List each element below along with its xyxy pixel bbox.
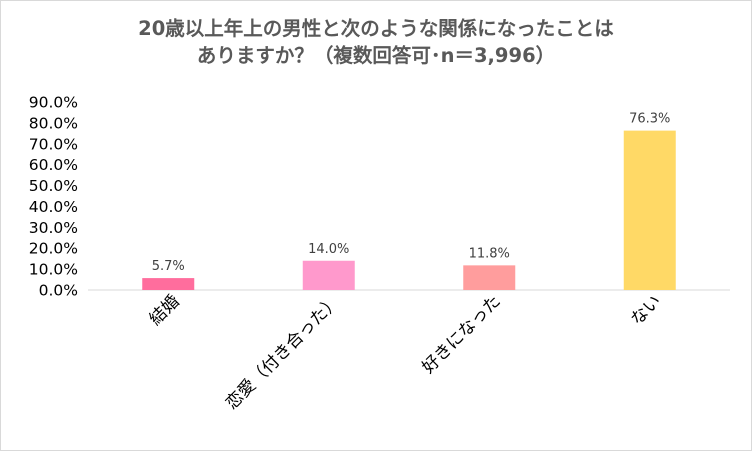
- data-label: 14.0%: [308, 242, 349, 257]
- x-tick-label: ない: [627, 291, 665, 329]
- x-tick-label: 結婚: [146, 291, 184, 329]
- y-tick-label: 60.0%: [29, 156, 78, 174]
- chart-title-line-2: ありますか？（複数回答可･n＝3,996）: [196, 44, 556, 67]
- data-label: 5.7%: [152, 259, 185, 274]
- chart-title-line-1: 20歳以上年上の男性と次のような関係になったことは: [138, 17, 614, 40]
- y-tick-label: 10.0%: [29, 261, 78, 279]
- bar: [142, 278, 195, 290]
- y-tick-label: 0.0%: [39, 282, 78, 300]
- y-tick-label: 30.0%: [29, 219, 78, 237]
- y-tick-label: 70.0%: [29, 135, 78, 153]
- bar: [302, 260, 355, 290]
- y-tick-label: 90.0%: [29, 94, 78, 112]
- bar: [463, 265, 516, 290]
- x-tick-label: 好きになった: [419, 291, 505, 377]
- chart-title: 20歳以上年上の男性と次のような関係になったことは ありますか？（複数回答可･n…: [41, 15, 711, 69]
- bar: [623, 130, 676, 290]
- data-label: 11.8%: [469, 246, 510, 261]
- data-label: 76.3%: [629, 112, 670, 127]
- y-tick-label: 20.0%: [29, 240, 78, 258]
- y-tick-label: 80.0%: [29, 114, 78, 132]
- x-tick-label: 恋愛（付き合った）: [221, 291, 344, 414]
- y-tick-label: 40.0%: [29, 198, 78, 216]
- y-tick-label: 50.0%: [29, 177, 78, 195]
